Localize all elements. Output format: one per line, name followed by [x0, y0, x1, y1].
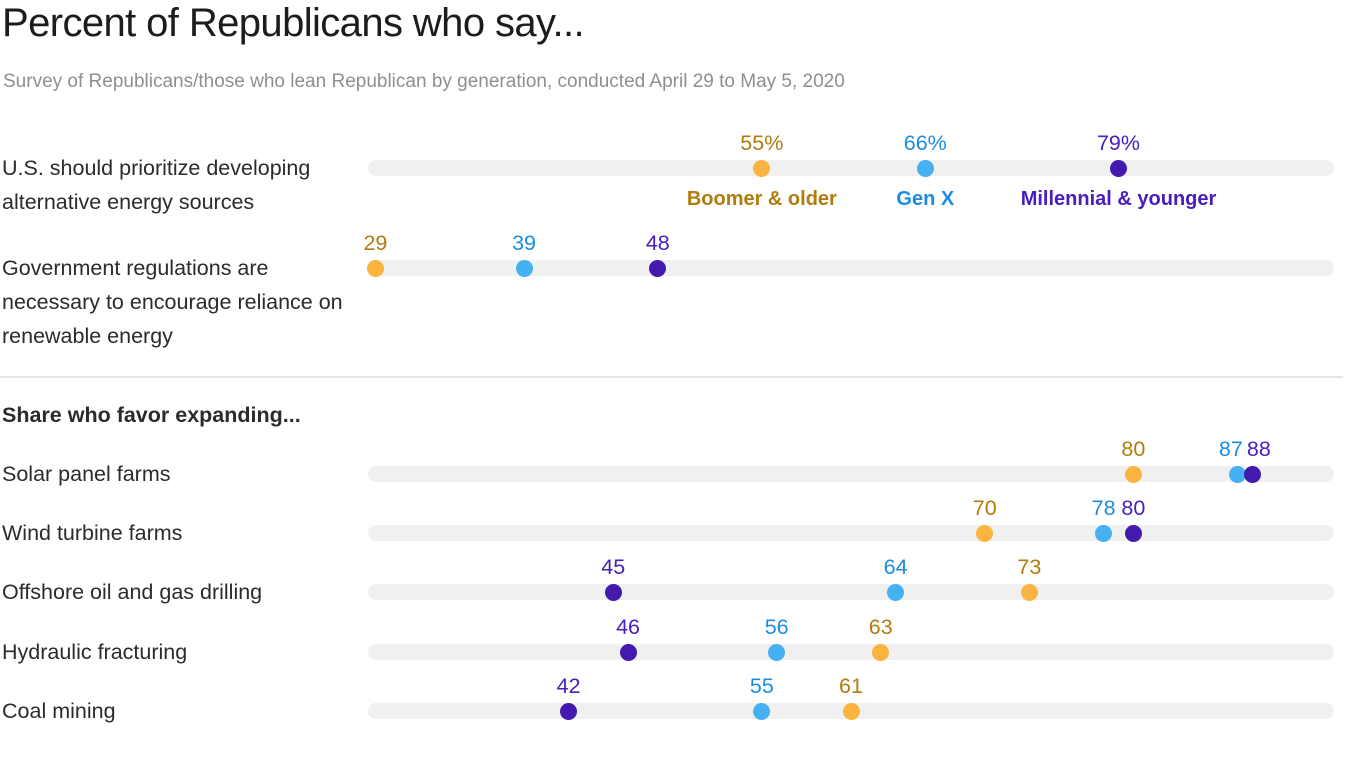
- value-label-boomer-older: 80: [1121, 437, 1146, 461]
- value-label-boomer-older: 61: [839, 674, 863, 698]
- row-label: Coal mining: [2, 699, 116, 723]
- row-label: Hydraulic fracturing: [2, 640, 188, 664]
- value-label-boomer-older: 55%: [740, 131, 784, 155]
- value-label-millennial-younger: 79%: [1096, 131, 1141, 155]
- value-label-gen-x: 87: [1218, 437, 1243, 461]
- value-label-millennial-younger: 46: [616, 615, 641, 639]
- value-label-gen-x: 56: [764, 615, 789, 639]
- dot-boomer-older: [366, 259, 384, 277]
- value-label-millennial-younger: 80: [1121, 496, 1146, 520]
- value-label-boomer-older: 29: [363, 231, 388, 255]
- value-label-gen-x: 39: [512, 231, 536, 255]
- value-label-gen-x: 78: [1091, 496, 1116, 520]
- dot-millennial-younger: [649, 259, 667, 277]
- dot-gen-x: [753, 702, 771, 720]
- dot-millennial-younger: [619, 643, 637, 661]
- dot-millennial-younger: [560, 702, 578, 720]
- dot-boomer-older: [872, 643, 890, 661]
- dot-boomer-older: [1124, 465, 1142, 483]
- legend-millennial-younger: Millennial & younger: [1020, 188, 1217, 210]
- dot-millennial-younger: [1110, 159, 1127, 177]
- dot-millennial-younger: [1124, 524, 1142, 542]
- row-label: U.S. should prioritize developing altern…: [2, 156, 311, 214]
- dot-track: [368, 644, 1334, 660]
- legend-boomer-older: Boomer & older: [686, 188, 837, 210]
- section-divider: [0, 376, 1343, 378]
- section-header: Share who favor expanding...: [2, 403, 301, 427]
- dot-track: [368, 525, 1334, 541]
- dot-boomer-older: [976, 524, 994, 542]
- row-label: Government regulations are necessary to …: [2, 256, 343, 348]
- dot-track: [368, 584, 1334, 600]
- dot-track: [368, 466, 1334, 482]
- dot-gen-x: [916, 159, 934, 177]
- page-title: Percent of Republicans who say...: [2, 1, 585, 45]
- dot-boomer-older: [842, 702, 860, 720]
- dot-boomer-older: [753, 159, 771, 177]
- value-label-millennial-younger: 45: [601, 555, 626, 579]
- value-label-boomer-older: 70: [972, 496, 997, 520]
- legend-gen-x: Gen X: [896, 188, 955, 210]
- value-label-gen-x: 64: [883, 555, 908, 579]
- value-label-millennial-younger: 48: [645, 231, 670, 255]
- dot-gen-x: [887, 583, 905, 601]
- dot-gen-x: [515, 259, 533, 277]
- value-label-millennial-younger: 88: [1246, 437, 1271, 461]
- dot-track: [368, 160, 1334, 176]
- dot-millennial-younger: [604, 583, 622, 601]
- value-label-boomer-older: 73: [1017, 555, 1042, 579]
- dot-millennial-younger: [1243, 465, 1261, 483]
- value-label-gen-x: 66%: [903, 131, 947, 155]
- dot-track: [368, 260, 1334, 276]
- value-label-boomer-older: 63: [868, 615, 893, 639]
- dot-gen-x: [768, 643, 786, 661]
- value-label-millennial-younger: 42: [556, 674, 581, 698]
- dot-gen-x: [1095, 524, 1113, 542]
- dot-boomer-older: [1020, 583, 1038, 601]
- value-label-gen-x: 55: [749, 674, 774, 698]
- row-label: Solar panel farms: [2, 462, 171, 486]
- chart-subtitle: Survey of Republicans/those who lean Rep…: [3, 71, 845, 92]
- row-label: Offshore oil and gas drilling: [2, 580, 263, 604]
- dot-gen-x: [1228, 465, 1246, 483]
- row-label: Wind turbine farms: [2, 521, 183, 545]
